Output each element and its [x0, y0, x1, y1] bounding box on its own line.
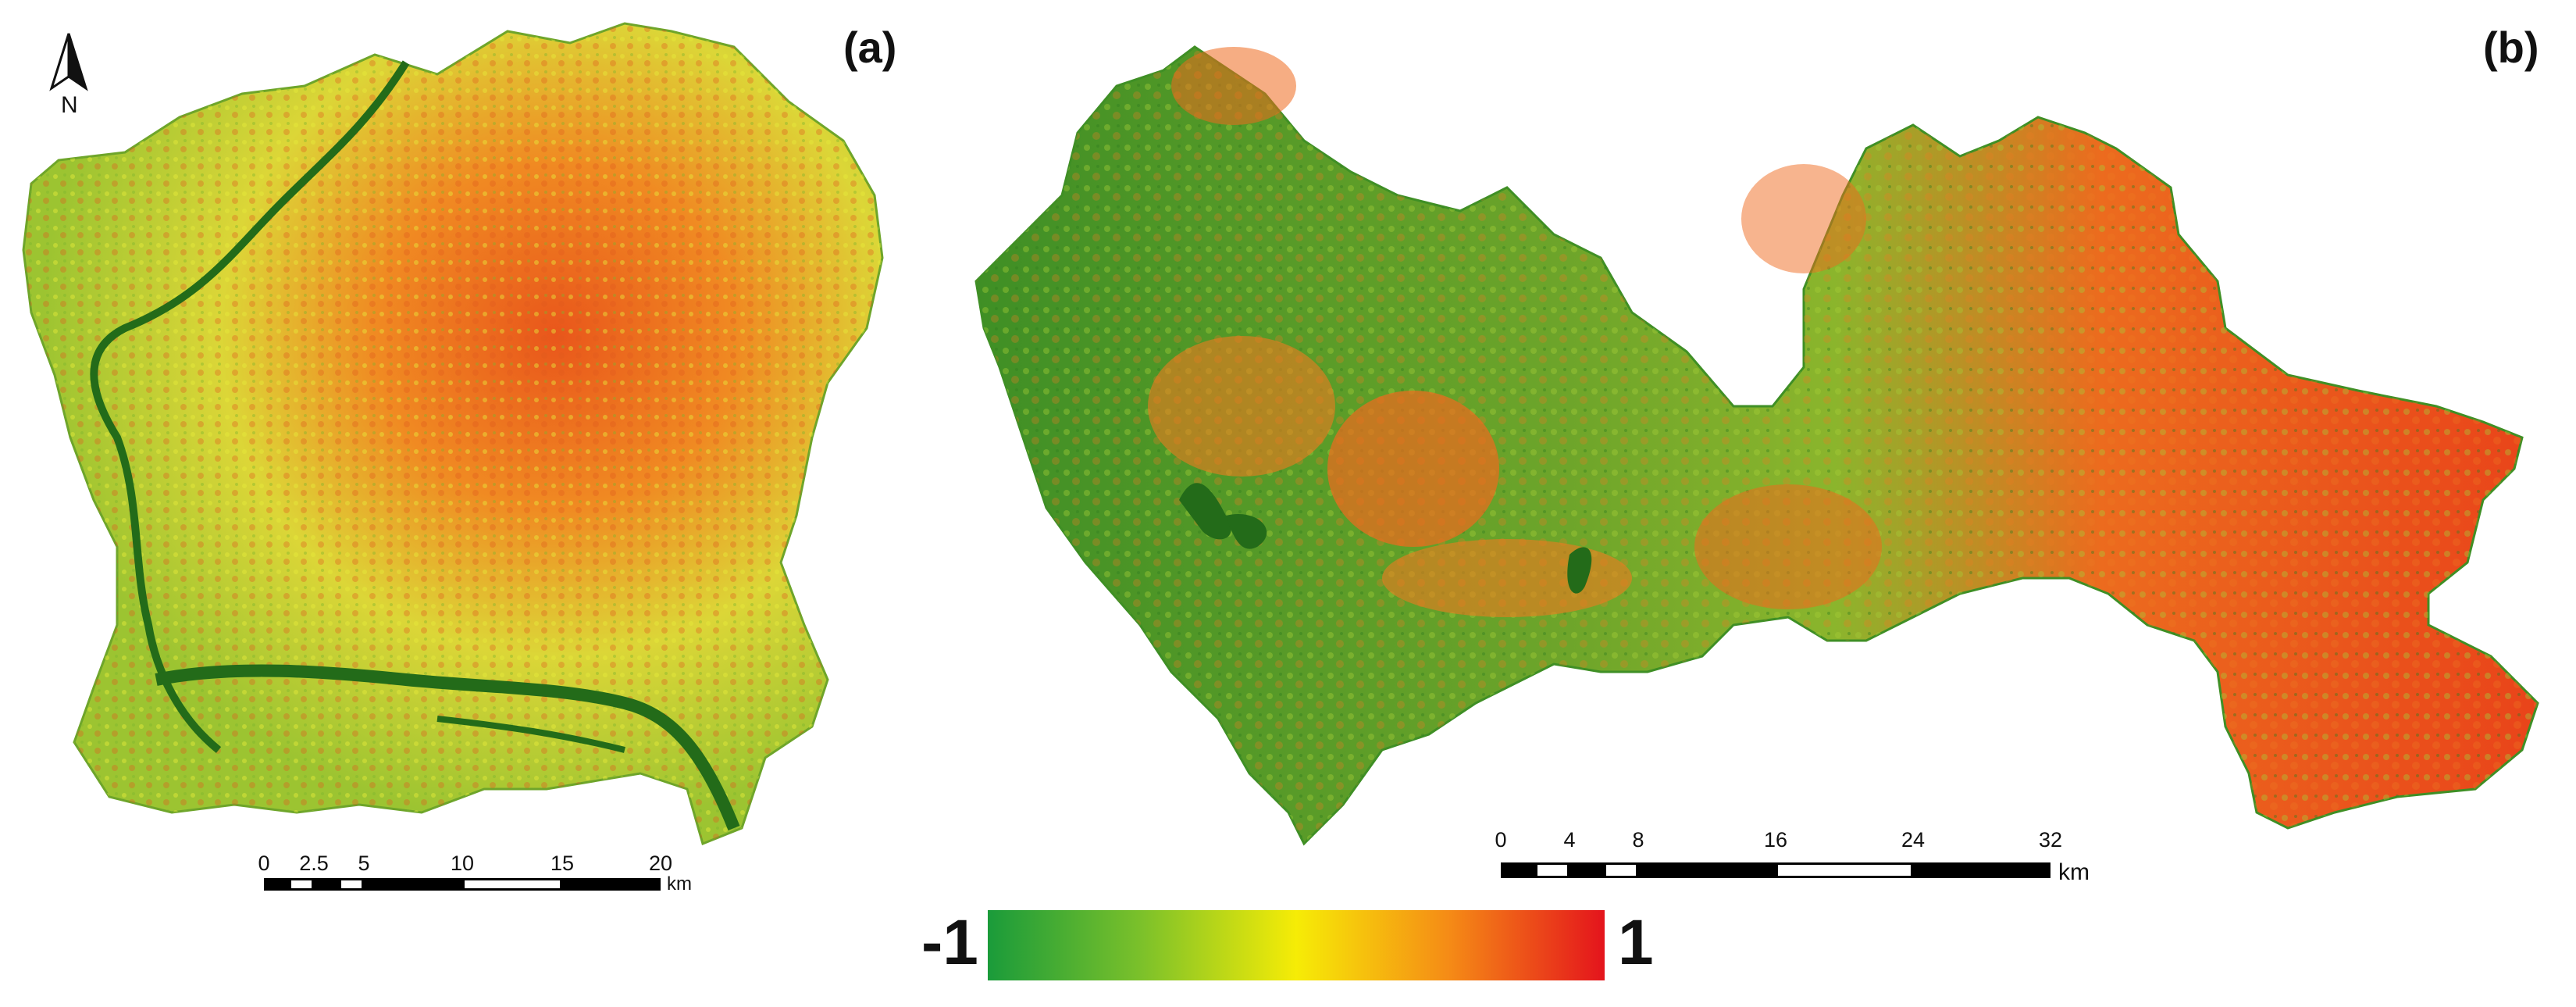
- scale-segment: [314, 878, 339, 891]
- scale-segment: [289, 878, 314, 891]
- scale-tick: 2.5: [299, 852, 329, 875]
- scale-segment: [1501, 862, 1535, 878]
- legend-max-label: 1: [1618, 907, 1654, 978]
- reservoir-b-2: [1226, 514, 1267, 549]
- scale-tick: 4: [1563, 828, 1576, 852]
- map-a: [22, 22, 884, 846]
- scale-unit: km: [2058, 859, 2090, 885]
- scale-segment: [562, 878, 661, 891]
- scale-tick: 0: [258, 852, 270, 875]
- scale-unit: km: [667, 873, 692, 895]
- scale-tick: 32: [2038, 828, 2063, 852]
- river-a-south: [155, 664, 740, 830]
- reservoir-b-1: [1179, 483, 1231, 540]
- scalebar-a: 0 2.5 5 10 15 20 km: [258, 852, 695, 906]
- legend-colorbar: [988, 910, 1605, 980]
- scale-tick: 24: [1901, 828, 1926, 852]
- scale-tick: 8: [1632, 828, 1644, 852]
- panel-label-a: (a): [843, 23, 897, 72]
- north-arrow-icon: [49, 33, 88, 91]
- scale-segment: [1535, 862, 1569, 878]
- scale-tick: 10: [450, 852, 475, 875]
- scale-tick: 16: [1763, 828, 1788, 852]
- scale-tick: 5: [358, 852, 370, 875]
- scale-tick: 15: [550, 852, 575, 875]
- scale-segment: [339, 878, 364, 891]
- scale-tick: 20: [648, 852, 673, 875]
- scale-segment: [1569, 862, 1604, 878]
- scalebar-b: 0 4 8 16 24 32 km: [1491, 828, 2124, 891]
- scale-segment: [364, 878, 462, 891]
- scale-segment: [1776, 862, 1913, 878]
- scale-segment: [1604, 862, 1638, 878]
- legend-min-label: -1: [921, 907, 978, 978]
- reservoir-b-3: [1567, 547, 1592, 594]
- north-letter: N: [61, 92, 78, 118]
- scale-segment: [1638, 862, 1776, 878]
- map-b: [974, 45, 2539, 846]
- river-a-north: [90, 60, 410, 753]
- scale-segment: [1913, 862, 2050, 878]
- scale-segment: [264, 878, 289, 891]
- panel-label-b: (b): [2483, 23, 2539, 72]
- scale-tick: 0: [1495, 828, 1507, 852]
- scale-segment: [462, 878, 562, 891]
